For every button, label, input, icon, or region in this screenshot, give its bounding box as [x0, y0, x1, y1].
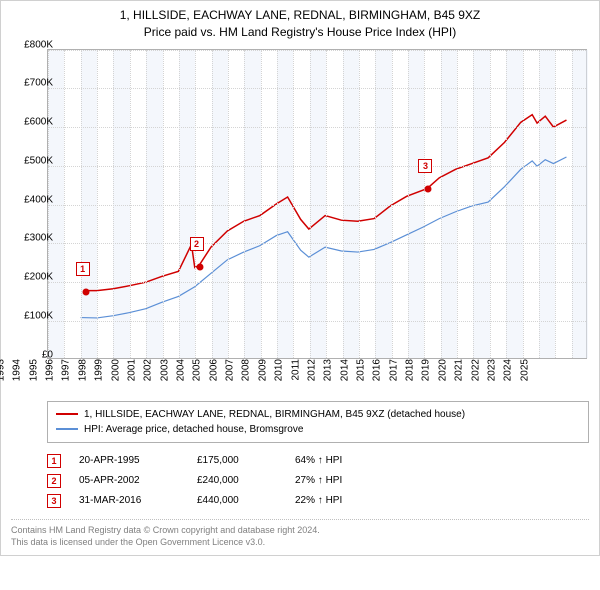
x-axis-label: 2002: [143, 359, 154, 381]
y-axis-label: £200K: [24, 272, 53, 283]
marker-point-2: [196, 263, 203, 270]
footer-line-2: This data is licensed under the Open Gov…: [11, 536, 589, 549]
event-price: £175,000: [197, 455, 277, 466]
y-axis-label: £400K: [24, 194, 53, 205]
x-axis-label: 2009: [257, 359, 268, 381]
legend-item: HPI: Average price, detached house, Brom…: [56, 422, 580, 437]
x-axis-label: 2017: [388, 359, 399, 381]
marker-label-3: 3: [418, 159, 432, 173]
y-axis-label: £700K: [24, 78, 53, 89]
events-table: 1 20-APR-1995 £175,000 64% ↑ HPI 2 05-APR-200…: [47, 451, 589, 511]
legend-text: 1, HILLSIDE, EACHWAY LANE, REDNAL, BIRMI…: [84, 407, 465, 422]
footer: Contains HM Land Registry data © Crown c…: [11, 519, 589, 549]
legend-item: 1, HILLSIDE, EACHWAY LANE, REDNAL, BIRMI…: [56, 407, 580, 422]
chart-area: 123 £0£100K£200K£300K£400K£500K£600K£700…: [1, 45, 599, 395]
legend-swatch: [56, 413, 78, 415]
event-price: £440,000: [197, 495, 277, 506]
footer-line-1: Contains HM Land Registry data © Crown c…: [11, 524, 589, 537]
x-axis-label: 2020: [437, 359, 448, 381]
x-axis-label: 2015: [356, 359, 367, 381]
series-hpi: [81, 157, 567, 318]
marker-label-2: 2: [190, 237, 204, 251]
marker-point-1: [82, 288, 89, 295]
legend-swatch: [56, 428, 78, 430]
title-block: 1, HILLSIDE, EACHWAY LANE, REDNAL, BIRMI…: [1, 1, 599, 45]
chart-container: 1, HILLSIDE, EACHWAY LANE, REDNAL, BIRMI…: [0, 0, 600, 556]
x-axis-label: 2014: [339, 359, 350, 381]
y-axis-label: £500K: [24, 155, 53, 166]
x-axis-label: 2025: [519, 359, 530, 381]
marker-point-3: [425, 186, 432, 193]
x-axis-label: 2001: [126, 359, 137, 381]
x-axis-label: 2023: [486, 359, 497, 381]
x-axis-label: 2010: [274, 359, 285, 381]
event-delta: 27% ↑ HPI: [295, 475, 342, 486]
event-marker: 2: [47, 474, 61, 488]
x-axis-label: 2012: [306, 359, 317, 381]
x-axis-label: 1999: [94, 359, 105, 381]
x-axis-label: 2024: [503, 359, 514, 381]
x-axis-label: 2008: [241, 359, 252, 381]
event-date: 20-APR-1995: [79, 455, 179, 466]
x-axis-label: 1995: [28, 359, 39, 381]
y-axis-label: £100K: [24, 310, 53, 321]
event-marker: 3: [47, 494, 61, 508]
event-row: 2 05-APR-2002 £240,000 27% ↑ HPI: [47, 471, 589, 491]
x-axis-label: 2018: [405, 359, 416, 381]
plot: 1 2 3: [47, 49, 587, 359]
x-axis-label: 1993: [0, 359, 7, 381]
x-axis-label: 1996: [45, 359, 56, 381]
legend: 1, HILLSIDE, EACHWAY LANE, REDNAL, BIRMI…: [47, 401, 589, 443]
legend-text: HPI: Average price, detached house, Brom…: [84, 422, 303, 437]
x-axis-label: 1994: [12, 359, 23, 381]
x-axis-label: 2019: [421, 359, 432, 381]
x-axis-label: 2022: [470, 359, 481, 381]
event-row: 1 20-APR-1995 £175,000 64% ↑ HPI: [47, 451, 589, 471]
x-axis-label: 2016: [372, 359, 383, 381]
event-date: 31-MAR-2016: [79, 495, 179, 506]
x-axis-label: 1997: [61, 359, 72, 381]
x-axis-label: 2003: [159, 359, 170, 381]
title-line-2: Price paid vs. HM Land Registry's House …: [5, 24, 595, 41]
x-axis-label: 1998: [77, 359, 88, 381]
x-axis-label: 2021: [454, 359, 465, 381]
x-axis-label: 2005: [192, 359, 203, 381]
event-delta: 64% ↑ HPI: [295, 455, 342, 466]
y-axis-label: £800K: [24, 39, 53, 50]
x-axis-label: 2006: [208, 359, 219, 381]
y-axis-label: £300K: [24, 233, 53, 244]
title-line-1: 1, HILLSIDE, EACHWAY LANE, REDNAL, BIRMI…: [5, 7, 595, 24]
marker-label-1: 1: [76, 262, 90, 276]
y-axis-label: £600K: [24, 117, 53, 128]
event-price: £240,000: [197, 475, 277, 486]
x-axis-label: 2011: [290, 359, 301, 381]
event-marker: 1: [47, 454, 61, 468]
x-axis-label: 2000: [110, 359, 121, 381]
x-axis-label: 2004: [176, 359, 187, 381]
x-axis-label: 2013: [323, 359, 334, 381]
event-row: 3 31-MAR-2016 £440,000 22% ↑ HPI: [47, 491, 589, 511]
event-delta: 22% ↑ HPI: [295, 495, 342, 506]
event-date: 05-APR-2002: [79, 475, 179, 486]
x-axis-label: 2007: [225, 359, 236, 381]
